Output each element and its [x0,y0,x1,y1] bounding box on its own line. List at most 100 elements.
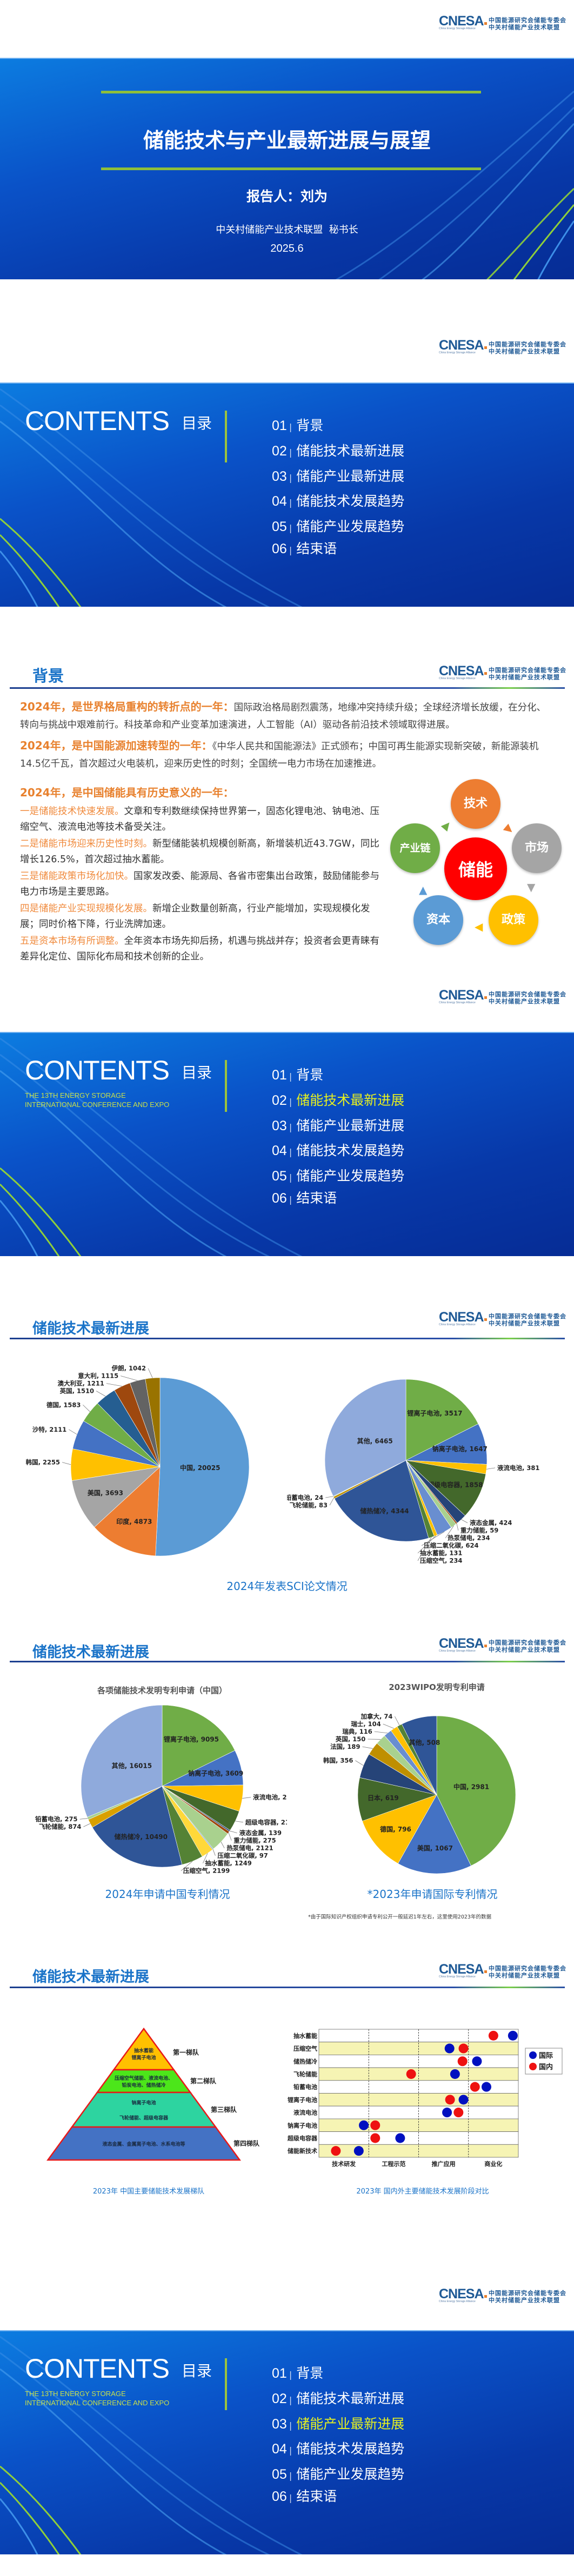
stage-label: 技术研发 [332,2160,356,2168]
contents-title: CONTENTS [25,406,170,436]
arrow-chain-to-tech-icon: ▲ [440,817,455,833]
key-point-lead: 一是储能技术快速发展。 [20,806,124,817]
key-point: 一是储能技术快速发展。文章和专利数继续保持世界第一，固态化锂电池、钠电池、压缩空… [20,804,381,835]
contents-divider [225,2358,227,2410]
contents-item-01[interactable]: 01 | 背景 [272,2363,323,2382]
dot-国际 [481,2082,491,2092]
cnesa-logo: CNESA China Energy Storage Alliance 中国能源研究… [439,338,569,355]
slice-label: 加拿大, 74 [361,1713,393,1720]
logo-en-text: China Energy Storage Alliance [439,27,476,30]
cycle-node-industry-chain: 产业链 [390,823,440,873]
contents-divider [225,1060,227,1112]
item-number: 01 [272,2366,287,2381]
contents-item-02[interactable]: 02 | 储能技术最新进展 [272,1090,404,1109]
slice-label: 飞轮储能, 83 [290,1501,328,1509]
arrow-capital-to-chain-icon: ▲ [419,883,428,896]
contents-title-cn: 目录 [182,414,212,432]
item-label: 结束语 [296,541,337,556]
contents-item-04[interactable]: 04 | 储能技术发展趋势 [272,491,404,510]
paragraph-heading: 2024年，是中国储能具有历史意义的一年： [20,786,234,799]
key-point-text: 新型储能装机规模创新高，新增装机近43.7GW，同比增长126.5%，首次超过抽… [20,838,379,865]
key-point: 二是储能市场迎来历史性时刻。新型储能装机规模创新高，新增装机近43.7GW，同比… [20,836,381,868]
item-number: 02 [272,2391,287,2406]
chart-title: 各项储能技术发明专利申请（中国） [97,1686,227,1695]
logo-en-text: China Energy Storage Alliance [439,2300,476,2303]
item-number: 04 [272,2441,287,2457]
row-label: 锂离子电池 [288,2096,317,2103]
logo-l1-text: 中国能源研究会储能专委会 [489,1965,566,1972]
item-label: 储能技术最新进展 [296,2391,405,2406]
item-number: 03 [272,2417,287,2432]
slice-label: 瑞士, 104 [351,1720,381,1728]
leader-line [148,1368,153,1378]
contents-item-05[interactable]: 05 | 储能产业发展趋势 [272,1165,404,1185]
leader-line [203,1853,208,1863]
dot-国际 [472,2056,482,2067]
contents-item-05[interactable]: 05 | 储能产业发展趋势 [272,516,404,535]
leader-line [221,1841,225,1848]
contents-item-06[interactable]: 06 | 结束语 [272,538,337,558]
item-number: 06 [272,541,287,556]
tier-technologies: 铅炭电池、储热储冷 [122,2082,165,2089]
contents-item-06[interactable]: 06 | 结束语 [272,2486,337,2505]
separator: | [289,422,292,432]
leader-line [106,1383,122,1387]
slice-label: 韩国, 2255 [26,1459,60,1466]
pie-slice [92,1786,183,1868]
china-patent-pie-chart: 各项储能技术发明专利申请（中国） 锂离子电池, 9095 钠离子电池, 3609 储热… [35,1686,287,1875]
decorative-curves [0,388,303,607]
item-label: 储能技术最新进展 [296,443,405,459]
contents-item-06[interactable]: 06 | 结束语 [272,1188,337,1207]
item-number: 04 [272,1143,287,1158]
arrow-policy-to-capital-icon: ◀ [475,920,483,933]
contents-item-03[interactable]: 03 | 储能产业最新进展 [272,2413,404,2433]
speaker-org: 中关村储能产业技术联盟 秘书长 [216,224,358,236]
logo-l2-text: 中关村储能产业技术联盟 [489,1972,560,1979]
contents-item-01[interactable]: 01 | 背景 [272,1064,323,1084]
contents-item-03[interactable]: 03 | 储能产业最新进展 [272,1115,404,1135]
contents-item-04[interactable]: 04 | 储能技术发展趋势 [272,1140,404,1159]
leader-line [235,1821,243,1823]
logo-dot [484,1970,487,1973]
dot-国际 [395,2133,405,2143]
slice-label: 铅蓄电池, 275 [35,1815,77,1823]
key-point-text: 国家发改委、能源局、各省市密集出台政策，鼓励储能参与电力市场是主要思路。 [20,871,379,897]
contents-item-01[interactable]: 01 | 背景 [272,415,323,434]
contents-item-02[interactable]: 02 | 储能技术最新进展 [272,440,404,460]
chart-caption: 2023年 国内外主要储能技术发展阶段对比 [356,2188,489,2196]
logo-en-text: China Energy Storage Alliance [439,351,476,354]
tier-label: 第三梯队 [211,2105,237,2114]
contents-item-05[interactable]: 05 | 储能产业发展趋势 [272,2464,404,2483]
row-label: 铅蓄电池 [293,2083,317,2091]
item-label: 结束语 [296,2488,337,2504]
leader-line [395,1716,400,1726]
slice-label: 液态金属, 424 [470,1519,512,1527]
slice-label: 伊朗, 1042 [111,1365,146,1372]
logo-abbr-text: CNESA [439,14,484,29]
section-divider [10,1338,565,1339]
item-label: 储能产业发展趋势 [296,2466,405,2482]
contents-item-02[interactable]: 02 | 储能技术最新进展 [272,2388,404,2407]
pyramid-tier [70,2091,217,2128]
pie-slice [362,1794,437,1864]
slice-label: 美国, 3693 [88,1489,123,1497]
contents-item-03[interactable]: 03 | 储能产业最新进展 [272,466,404,485]
tier-label: 第一梯队 [173,2048,199,2056]
row-label: 抽水蓄能 [293,2032,317,2040]
pie-slice [436,1715,516,1866]
cnesa-logo: CNESA China Energy Storage Alliance 中国能源研究… [439,14,569,31]
slice-label: 印度, 4873 [116,1518,152,1526]
leader-line [325,1496,333,1498]
paragraph-energy: 2024年，是中国能源加速转型的一年：《中华人民共和国能源法》正式颁布；中国可再… [20,737,555,773]
pyramid-tier [46,2126,241,2161]
contents-item-04[interactable]: 04 | 储能技术发展趋势 [272,2438,404,2458]
dot-国内 [445,2095,455,2105]
logo-en-text: China Energy Storage Alliance [439,677,476,680]
speaker: 报告人：刘为 [246,189,328,204]
slice-label: 抽水蓄能, 1249 [205,1860,251,1867]
leader-line [121,1376,138,1381]
paragraph-world: 2024年，是世界格局重构的转折点的一年：国际政治格局剧烈震荡，地缘冲突持续升级… [20,698,555,734]
slice-label: 热泵储电, 2121 [226,1844,273,1852]
slice-label: 压缩空气, 234 [420,1557,462,1565]
